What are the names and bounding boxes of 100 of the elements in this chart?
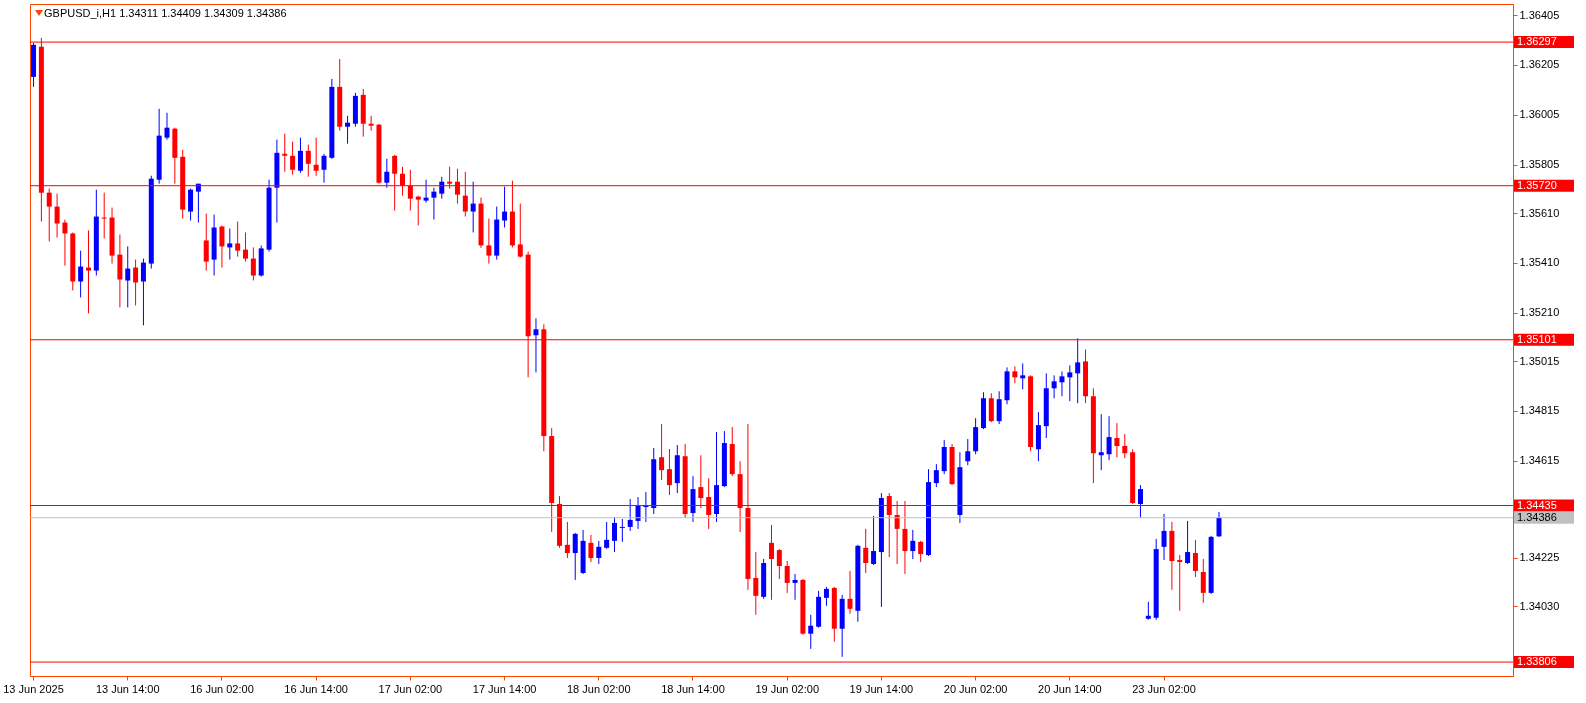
candlestick bbox=[753, 551, 759, 616]
candlestick bbox=[1106, 415, 1112, 461]
candlestick bbox=[368, 115, 374, 132]
candlestick bbox=[659, 423, 665, 481]
x-tick-label: 13 Jun 14:00 bbox=[95, 682, 160, 695]
candlestick bbox=[470, 181, 476, 233]
candlestick bbox=[502, 186, 508, 228]
candlestick bbox=[918, 540, 924, 563]
candlestick bbox=[792, 573, 798, 601]
candlestick bbox=[604, 521, 610, 550]
y-tick-label: 1.35610 bbox=[1519, 206, 1560, 219]
candlestick bbox=[54, 193, 60, 238]
candlestick bbox=[847, 570, 853, 615]
x-tick-label: 19 Jun 14:00 bbox=[849, 682, 914, 695]
x-tick-label: 20 Jun 02:00 bbox=[943, 682, 1008, 695]
y-tick-label: 1.36405 bbox=[1519, 8, 1560, 21]
candlestick bbox=[415, 195, 421, 227]
candlestick bbox=[486, 218, 492, 265]
candlestick bbox=[227, 228, 233, 261]
candlestick bbox=[1051, 374, 1057, 399]
candlestick bbox=[1192, 539, 1198, 578]
candlestick bbox=[596, 540, 602, 565]
x-tick-label: 13 Jun 2025 bbox=[3, 682, 64, 695]
candlestick bbox=[611, 516, 617, 553]
x-tick-label: 16 Jun 14:00 bbox=[284, 682, 348, 695]
candlestick bbox=[46, 188, 52, 242]
candlestick bbox=[1216, 511, 1222, 538]
candlestick bbox=[133, 259, 139, 306]
y-tick-label: 1.35410 bbox=[1519, 256, 1560, 269]
y-tick-label: 1.34615 bbox=[1519, 454, 1560, 467]
candlestick bbox=[1098, 413, 1104, 471]
candlestick bbox=[431, 187, 437, 221]
candlestick bbox=[933, 463, 939, 488]
candlestick bbox=[250, 246, 256, 282]
candlestick bbox=[1020, 362, 1026, 390]
ref-line-label: 1.35720 bbox=[1517, 178, 1557, 191]
candlestick bbox=[871, 515, 877, 566]
candlestick bbox=[769, 524, 774, 601]
candlestick bbox=[1012, 365, 1018, 384]
y-tick-label: 1.36005 bbox=[1519, 108, 1560, 121]
y-tick-label: 1.35210 bbox=[1519, 306, 1560, 319]
chart-title: GBPUSD_i,H1 1.34311 1.34409 1.34309 1.34386 bbox=[44, 7, 287, 19]
candlestick bbox=[219, 225, 225, 269]
candlestick bbox=[345, 115, 351, 145]
candlestick bbox=[321, 153, 327, 184]
y-tick-label: 1.35015 bbox=[1519, 354, 1560, 367]
candlestick bbox=[784, 560, 790, 594]
candlestick bbox=[690, 475, 696, 523]
candlestick bbox=[1075, 337, 1081, 404]
candlestick bbox=[533, 317, 539, 373]
candlestick bbox=[101, 192, 107, 239]
candlestick bbox=[125, 245, 131, 308]
candlestick bbox=[1200, 558, 1206, 604]
candlestick bbox=[243, 231, 248, 263]
y-tick-label: 1.35805 bbox=[1519, 158, 1560, 171]
candlestick bbox=[1185, 520, 1191, 565]
candlestick bbox=[776, 548, 782, 580]
ref-line-label: 1.34435 bbox=[1517, 498, 1557, 511]
candlestick bbox=[1122, 433, 1128, 459]
candlestick bbox=[823, 586, 829, 607]
y-tick-label: 1.34030 bbox=[1519, 599, 1560, 612]
candlestick bbox=[996, 390, 1002, 425]
candlestick bbox=[627, 498, 633, 532]
candlestick bbox=[282, 133, 288, 173]
x-tick-label: 19 Jun 02:00 bbox=[755, 682, 820, 695]
candlestick bbox=[564, 521, 570, 559]
ref-line-label: 1.35101 bbox=[1517, 332, 1557, 345]
x-tick-label: 20 Jun 14:00 bbox=[1038, 682, 1102, 695]
candlestick bbox=[635, 496, 641, 530]
candlestick bbox=[572, 532, 578, 581]
candlestick bbox=[290, 141, 296, 176]
candlestick bbox=[1114, 422, 1120, 458]
candlestick bbox=[1177, 554, 1183, 612]
candlestick bbox=[188, 188, 194, 222]
y-tick-label: 1.34815 bbox=[1519, 404, 1560, 417]
candlestick bbox=[85, 229, 91, 314]
ref-line-label: 1.36297 bbox=[1517, 35, 1557, 48]
x-tick-label: 16 Jun 02:00 bbox=[190, 682, 254, 695]
candlestick bbox=[423, 179, 429, 204]
candlestick bbox=[297, 137, 303, 174]
x-tick-label: 18 Jun 14:00 bbox=[661, 682, 725, 695]
candlestick bbox=[313, 137, 319, 177]
candlestick bbox=[203, 213, 209, 272]
y-tick-label: 1.34225 bbox=[1519, 551, 1560, 564]
candlestick bbox=[1067, 364, 1073, 402]
candlestick bbox=[988, 392, 994, 423]
candlestick bbox=[619, 518, 625, 543]
ref-line-label: 1.33806 bbox=[1517, 655, 1557, 668]
x-tick-label: 17 Jun 14:00 bbox=[472, 682, 537, 695]
candlestick bbox=[1137, 484, 1143, 519]
candlestick bbox=[1059, 370, 1065, 397]
ref-line-label: 1.34386 bbox=[1517, 510, 1557, 523]
candlestick bbox=[439, 176, 445, 200]
candlestick bbox=[140, 258, 146, 326]
candlestick bbox=[863, 528, 869, 574]
x-tick-label: 18 Jun 02:00 bbox=[566, 682, 631, 695]
candlestick bbox=[910, 529, 916, 560]
candlestick bbox=[588, 534, 594, 563]
candlestick bbox=[666, 448, 672, 496]
x-tick-label: 23 Jun 02:00 bbox=[1132, 682, 1196, 695]
